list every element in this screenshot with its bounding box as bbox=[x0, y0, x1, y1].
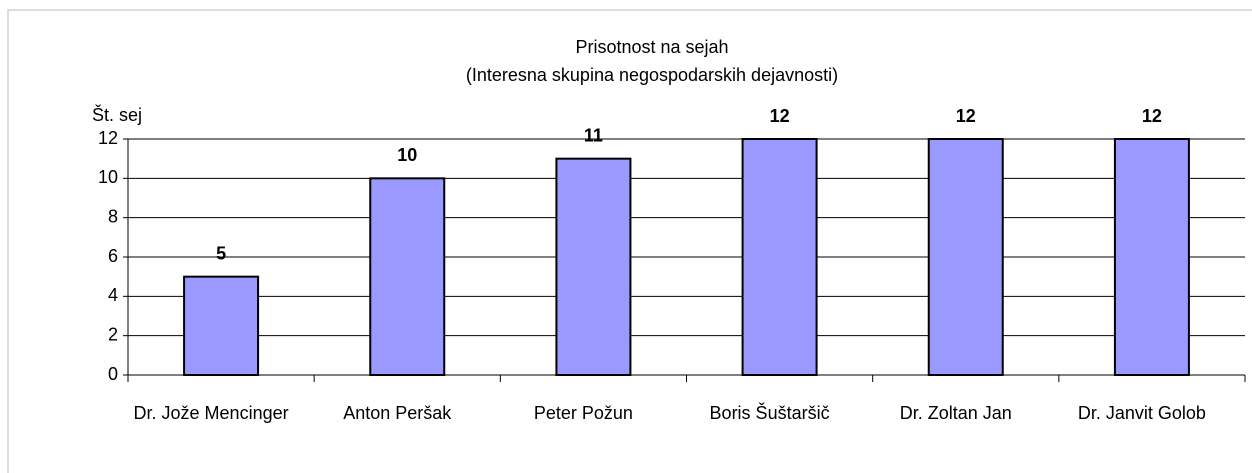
x-tick-label: Boris Šuštaršič bbox=[710, 402, 830, 423]
data-label: 12 bbox=[1142, 106, 1162, 126]
bar bbox=[555, 157, 632, 376]
bar bbox=[369, 177, 446, 376]
bar bbox=[183, 275, 260, 376]
bar bbox=[927, 138, 1004, 376]
chart-subtitle: (Interesna skupina negospodarskih dejavn… bbox=[466, 65, 838, 85]
y-tick-label: 0 bbox=[108, 364, 118, 384]
y-tick-label: 6 bbox=[108, 246, 118, 266]
x-tick-label: Dr. Zoltan Jan bbox=[900, 403, 1012, 423]
y-tick-label: 10 bbox=[98, 167, 118, 187]
bar bbox=[1113, 138, 1190, 376]
x-tick-label: Dr. Janvit Golob bbox=[1078, 403, 1206, 423]
y-axis-label: Št. sej bbox=[92, 104, 142, 125]
data-label: 5 bbox=[216, 243, 226, 263]
y-tick-label: 2 bbox=[108, 324, 118, 344]
x-tick-label: Peter Požun bbox=[534, 403, 633, 423]
y-tick-label: 4 bbox=[108, 285, 118, 305]
data-label: 12 bbox=[770, 106, 790, 126]
data-label: 10 bbox=[397, 145, 417, 165]
bar bbox=[741, 138, 818, 376]
data-label: 12 bbox=[956, 106, 976, 126]
y-tick-label: 12 bbox=[98, 128, 118, 148]
chart-title: Prisotnost na sejah bbox=[575, 37, 728, 57]
x-tick-label: Anton Peršak bbox=[343, 403, 452, 423]
y-tick-label: 8 bbox=[108, 206, 118, 226]
x-tick-label: Dr. Jože Mencinger bbox=[134, 403, 289, 423]
data-label: 11 bbox=[584, 125, 603, 145]
